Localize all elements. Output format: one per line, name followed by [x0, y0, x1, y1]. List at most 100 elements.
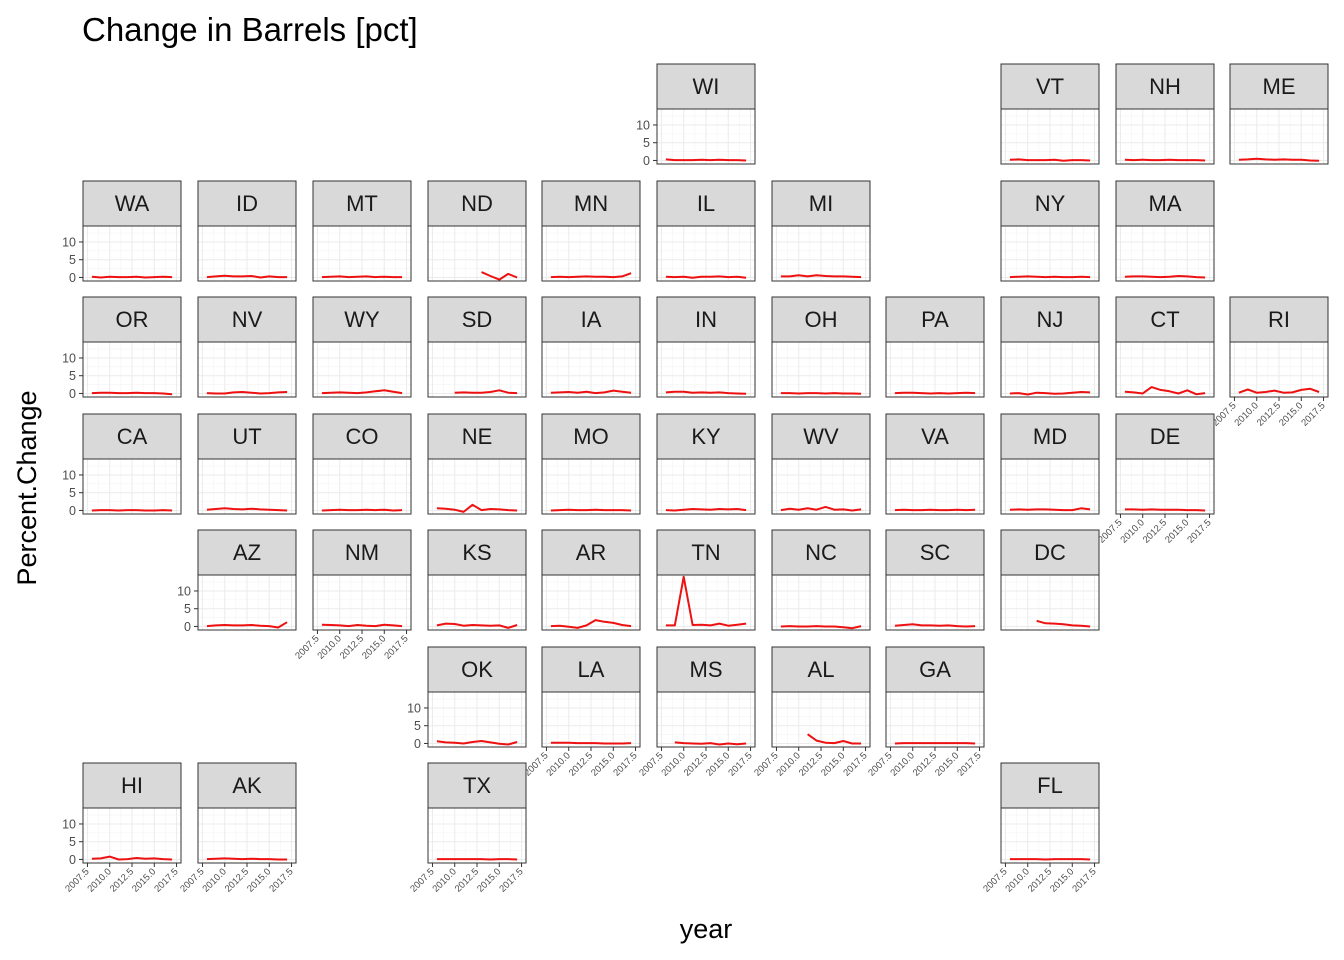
facet-strip	[197, 762, 297, 809]
x-tick-label: 2012.5	[453, 866, 481, 894]
series-line-nc	[780, 625, 862, 630]
series-line-il	[665, 275, 747, 279]
facet-strip	[427, 646, 527, 693]
panel-border	[885, 458, 985, 515]
series-line-ia	[550, 389, 632, 395]
facet-sc: SC	[885, 529, 985, 631]
facet-ks: KS	[427, 529, 527, 631]
x-tick-label: 2015.0	[589, 750, 617, 778]
series-line-mt	[321, 275, 403, 279]
panel-border	[771, 574, 871, 631]
x-tick-label: 2010.0	[201, 866, 229, 894]
panel-border	[541, 225, 641, 282]
y-tick-label: 10	[177, 584, 191, 598]
series-line-sc	[894, 623, 976, 628]
y-tick-label: 5	[643, 136, 650, 150]
facet-label: NC	[805, 540, 837, 565]
facet-strip	[312, 296, 412, 343]
y-axis-title: Percent.Change	[12, 390, 42, 585]
x-tick-label: 2015.0	[1163, 517, 1191, 545]
x-tick-label: 2012.5	[1255, 400, 1283, 428]
facet-strip	[1115, 296, 1215, 343]
series-line-sd	[454, 389, 518, 395]
facet-co: CO	[312, 413, 412, 515]
facet-label: ND	[461, 191, 493, 216]
panel-border	[427, 341, 527, 398]
series-line-md	[1009, 507, 1091, 512]
facet-mn: MN	[541, 180, 641, 282]
facet-label: DE	[1150, 424, 1181, 449]
facet-label: SC	[920, 540, 951, 565]
facet-label: ID	[236, 191, 258, 216]
facet-label: OK	[461, 657, 493, 682]
x-tick-label: 2017.5	[1185, 517, 1213, 545]
x-tick-label: 2012.5	[1141, 517, 1169, 545]
panel-border	[771, 225, 871, 282]
y-tick-label: 10	[62, 817, 76, 831]
series-line-ok	[436, 740, 518, 746]
panel-border	[1000, 574, 1100, 631]
y-tick-label: 0	[184, 620, 191, 634]
facet-mt: MT	[312, 180, 412, 282]
x-tick-label: 2015.0	[819, 750, 847, 778]
series-line-wa	[91, 275, 173, 279]
panel-border	[1229, 108, 1329, 165]
panel-border	[656, 108, 756, 165]
x-tick-label: 2010.0	[545, 750, 573, 778]
facet-wy: WY	[312, 296, 412, 398]
facet-ne: NE	[427, 413, 527, 515]
x-tick-label: 2017.5	[1070, 866, 1098, 894]
panel-border	[197, 458, 297, 515]
series-line-ny	[1009, 275, 1091, 279]
facet-label: LA	[578, 657, 605, 682]
series-line-de	[1124, 508, 1206, 512]
series-line-ct	[1124, 386, 1206, 396]
x-tick-label: 2012.5	[223, 866, 251, 894]
facet-label: MS	[690, 657, 723, 682]
facet-label: FL	[1037, 773, 1063, 798]
series-line-ne	[436, 503, 518, 513]
panel-border	[1115, 341, 1215, 398]
series-line-mi	[780, 274, 862, 279]
facet-nj: NJ	[1000, 296, 1100, 398]
facet-strip	[541, 529, 641, 576]
y-tick-label: 10	[62, 235, 76, 249]
facet-il: IL	[656, 180, 756, 282]
series-line-nj	[1009, 391, 1091, 396]
facet-label: CO	[346, 424, 379, 449]
facet-az: AZ 0 5 10	[177, 529, 297, 634]
series-line-me	[1238, 157, 1320, 162]
facet-strip	[427, 296, 527, 343]
facet-strip	[1000, 413, 1100, 460]
facet-ny: NY	[1000, 180, 1100, 282]
x-tick-label: 2010.0	[86, 866, 114, 894]
x-tick-label: 2012.5	[108, 866, 136, 894]
series-line-co	[321, 508, 403, 512]
facet-label: HI	[121, 773, 143, 798]
facet-label: CT	[1150, 307, 1179, 332]
facet-nc: NC	[771, 529, 871, 631]
facet-strip	[885, 296, 985, 343]
panel-border	[541, 574, 641, 631]
series-line-id	[206, 274, 288, 279]
x-tick-label: 2007.5	[293, 633, 321, 661]
facet-label: MI	[809, 191, 833, 216]
x-tick-label: 2010.0	[1004, 866, 1032, 894]
facet-strip	[885, 529, 985, 576]
facet-label: UT	[232, 424, 261, 449]
facet-label: CA	[117, 424, 148, 449]
facet-label: ME	[1263, 74, 1296, 99]
panel-border	[312, 458, 412, 515]
series-line-tn	[665, 575, 747, 627]
facet-ar: AR	[541, 529, 641, 631]
facet-label: KS	[462, 540, 491, 565]
panel-border	[656, 574, 756, 631]
panel-border	[82, 341, 182, 398]
y-tick-label: 0	[69, 853, 76, 867]
x-tick-label: 2015.0	[933, 750, 961, 778]
facet-label: GA	[919, 657, 951, 682]
x-tick-label: 2017.5	[611, 750, 639, 778]
x-tick-label: 2017.5	[152, 866, 180, 894]
x-tick-label: 2012.5	[682, 750, 710, 778]
